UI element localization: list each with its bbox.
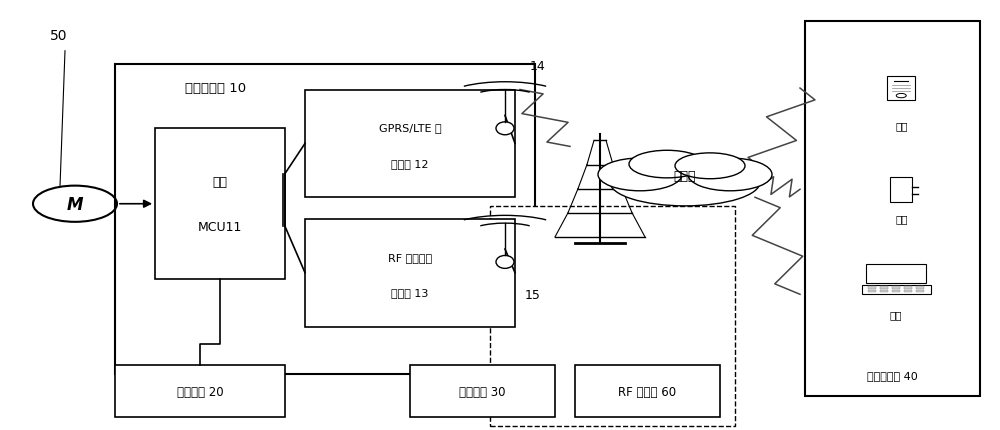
Bar [115, 366, 285, 417]
Ellipse shape [688, 159, 772, 191]
Bar [904, 290, 912, 293]
Bar [115, 64, 535, 374]
Bar [575, 366, 720, 417]
Text: GPRS/LTE 通: GPRS/LTE 通 [379, 123, 441, 133]
Text: RF 遥控器 60: RF 遥控器 60 [618, 385, 677, 398]
Text: MCU11: MCU11 [198, 220, 242, 233]
Bar [880, 287, 888, 289]
Text: 15: 15 [525, 288, 541, 301]
Bar [892, 287, 900, 289]
Text: 平板: 平板 [895, 214, 908, 224]
Bar [916, 287, 924, 289]
Bar [880, 290, 888, 293]
Bar [410, 366, 555, 417]
Ellipse shape [496, 123, 514, 135]
Text: 信模块 12: 信模块 12 [391, 158, 429, 169]
Bar [862, 286, 930, 294]
Text: 互联网: 互联网 [674, 170, 696, 183]
Bar [890, 177, 912, 203]
Bar [866, 264, 926, 283]
Text: 手机: 手机 [895, 121, 908, 131]
Bar [305, 219, 515, 327]
Bar [305, 90, 515, 198]
Bar [868, 290, 876, 293]
Text: 终端控制器 40: 终端控制器 40 [867, 371, 918, 381]
Text: RF 射频接收: RF 射频接收 [388, 252, 432, 262]
Ellipse shape [610, 159, 760, 206]
Bar [868, 287, 876, 289]
Text: 门磁模块 30: 门磁模块 30 [459, 385, 506, 398]
Text: 电脑: 电脑 [890, 309, 902, 319]
Bar [892, 290, 900, 293]
Ellipse shape [675, 154, 745, 179]
Ellipse shape [598, 159, 682, 191]
Bar [805, 22, 980, 396]
Bar [490, 206, 735, 426]
Bar [887, 77, 915, 101]
Text: 报警装置 20: 报警装置 20 [177, 385, 223, 398]
Text: 欧马可 13: 欧马可 13 [391, 287, 429, 298]
Text: M: M [67, 195, 83, 213]
Bar [904, 287, 912, 289]
Bar [916, 290, 924, 293]
Bar [155, 129, 285, 280]
Ellipse shape [629, 151, 705, 178]
Text: 14: 14 [530, 60, 546, 73]
Ellipse shape [496, 256, 514, 269]
Text: 主控: 主控 [212, 175, 228, 188]
Text: 电机控制器 10: 电机控制器 10 [185, 82, 246, 95]
Text: 50: 50 [50, 29, 68, 43]
